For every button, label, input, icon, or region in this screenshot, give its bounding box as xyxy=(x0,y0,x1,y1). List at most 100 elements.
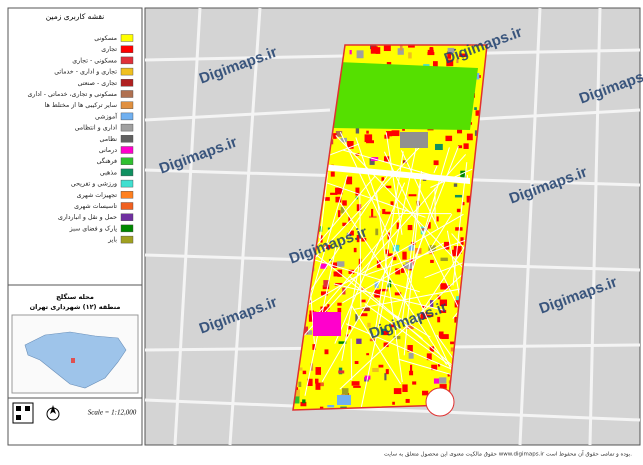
legend-label: فرهنگی xyxy=(97,157,117,165)
parcel xyxy=(386,369,389,374)
parcel xyxy=(434,378,439,383)
parcel xyxy=(409,371,413,375)
parcel xyxy=(337,303,341,306)
parcel xyxy=(384,373,386,380)
square xyxy=(426,388,454,416)
parcel xyxy=(384,45,391,51)
parcel xyxy=(338,210,340,217)
parcel xyxy=(397,222,399,229)
legend-swatch xyxy=(121,203,133,210)
legend-swatch xyxy=(121,46,133,53)
parcel xyxy=(315,367,321,375)
parcel xyxy=(409,353,414,359)
legend-swatch xyxy=(121,225,133,232)
alley xyxy=(351,339,352,381)
parcel xyxy=(441,258,448,261)
education xyxy=(337,395,351,405)
parcel xyxy=(348,326,351,330)
parcel xyxy=(402,252,406,260)
parcel xyxy=(315,379,318,384)
legend-swatch xyxy=(121,79,133,86)
parcel xyxy=(442,334,449,339)
legend-swatch xyxy=(121,147,133,154)
qr-code xyxy=(25,406,30,411)
parcel xyxy=(445,136,452,141)
parcel xyxy=(354,248,357,252)
parcel xyxy=(356,128,359,134)
area-name: محله سنگلج xyxy=(56,293,94,301)
parcel xyxy=(379,365,384,368)
parcel xyxy=(435,144,443,150)
legend-label: تجاری xyxy=(101,46,117,53)
legend-swatch xyxy=(121,158,133,165)
parcel xyxy=(366,140,374,143)
legend-label: اداری و انتظامی xyxy=(75,125,118,132)
parcel xyxy=(325,349,329,354)
parcel xyxy=(362,300,366,303)
parcel xyxy=(366,353,369,355)
legend-label: تجهیزات شهری xyxy=(77,192,118,199)
parcel xyxy=(376,47,381,54)
legend-label: مسکونی xyxy=(94,35,117,42)
parcel xyxy=(315,383,320,390)
legend-label: مذهبی xyxy=(100,169,117,176)
legend-swatch xyxy=(121,102,133,109)
parcel xyxy=(385,212,391,215)
legend-swatch xyxy=(121,113,133,120)
parcel xyxy=(394,388,402,394)
parcel xyxy=(437,216,439,221)
legend-swatch xyxy=(121,191,133,198)
parcel xyxy=(357,50,364,58)
legend-swatch xyxy=(121,57,133,64)
legend-label: ورزشی و تفریحی xyxy=(71,181,117,188)
parcel xyxy=(355,361,359,364)
parcel xyxy=(467,134,473,141)
parcel xyxy=(406,399,410,403)
parcel xyxy=(409,194,417,196)
hospital xyxy=(313,312,341,336)
legend-label: آموزشی xyxy=(95,111,117,120)
legend-swatch xyxy=(121,180,133,187)
parcel xyxy=(371,209,373,217)
legend-label: درمانی xyxy=(99,147,117,154)
parcel xyxy=(422,391,428,396)
parcel xyxy=(298,382,301,387)
parcel xyxy=(410,365,412,372)
legend-label: حمل و نقل و انبارداری xyxy=(58,214,117,221)
legend-swatch xyxy=(121,91,133,98)
area-location xyxy=(71,358,75,363)
parcel xyxy=(382,209,385,214)
parcel xyxy=(366,131,369,134)
parcel xyxy=(427,52,434,55)
parcel xyxy=(331,172,335,177)
parcel xyxy=(392,402,395,405)
legend-label: مسکونی - تجاری xyxy=(72,57,117,64)
parcel xyxy=(356,339,361,344)
parcel xyxy=(350,50,352,54)
legend-swatch xyxy=(121,35,133,42)
parcel xyxy=(430,260,434,263)
legend-swatch xyxy=(121,214,133,221)
parcel xyxy=(337,261,345,266)
qr-code xyxy=(16,406,21,411)
parcel xyxy=(464,143,469,149)
parcel xyxy=(342,200,347,205)
parcel xyxy=(402,384,407,392)
parcel xyxy=(434,160,439,165)
parcel xyxy=(454,183,457,186)
parcel xyxy=(375,229,378,236)
park xyxy=(332,62,478,130)
parcel xyxy=(392,130,400,136)
parcel xyxy=(439,377,446,383)
parcel xyxy=(352,381,360,386)
legend-label: تجاری - صنعتی xyxy=(78,80,118,87)
district-name: منطقه (۱۲) شهرداری تهران xyxy=(30,303,121,311)
parcel xyxy=(440,283,447,289)
scale-text: Scale = 1:12,000 xyxy=(88,409,137,417)
parcel xyxy=(408,225,413,230)
parcel xyxy=(474,107,477,110)
legend-swatch xyxy=(121,236,133,243)
footer: حقوق مالکیت معنوی این محصول متعلق به سای… xyxy=(384,451,632,458)
parcel xyxy=(302,399,305,403)
